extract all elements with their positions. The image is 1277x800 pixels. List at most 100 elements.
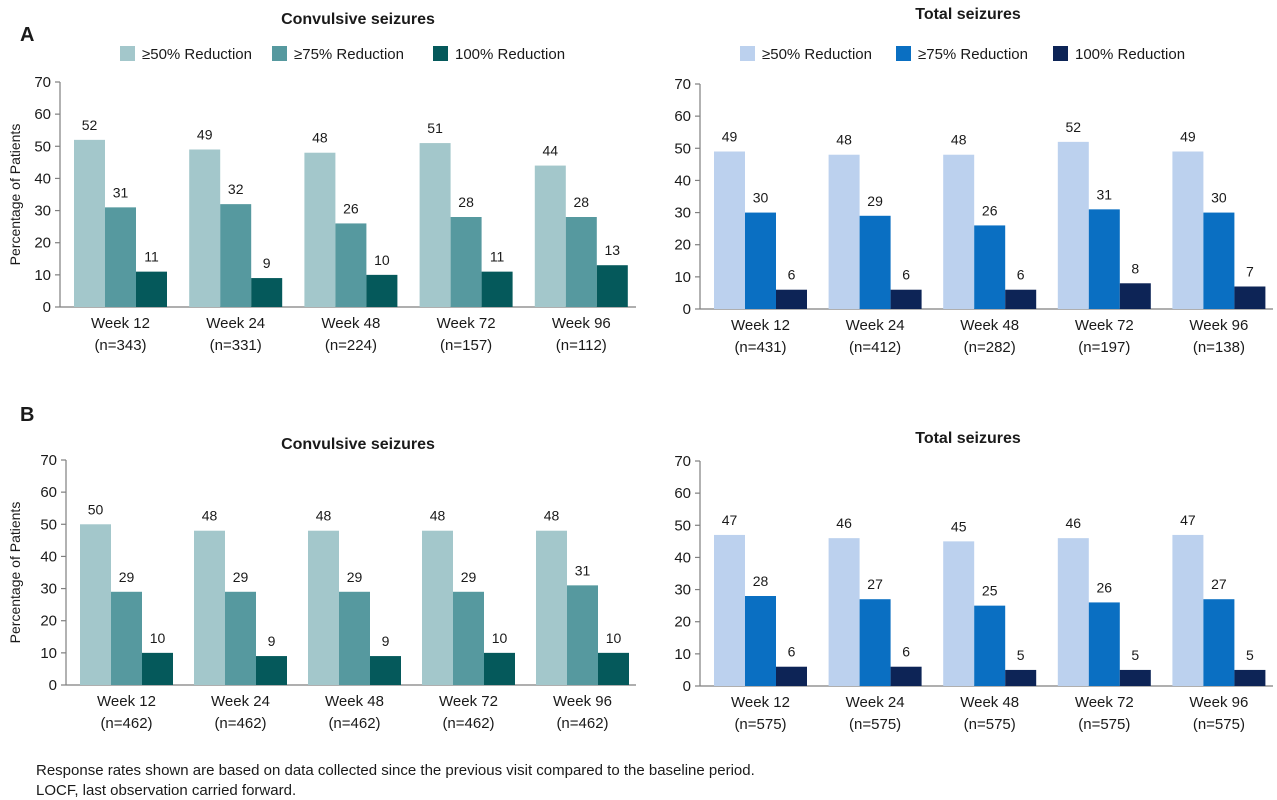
chart2-bar-5-1 <box>1172 151 1204 309</box>
chart1-y-tick-label-10: 10 <box>34 267 51 284</box>
chart2-bar-label-4-2: 31 <box>1097 186 1113 202</box>
chart3-bar-5-2 <box>567 585 598 685</box>
chart3-x-tick-label-2: Week 24 <box>211 693 270 710</box>
chart2-bar-label-5-1: 49 <box>1180 129 1196 145</box>
chart2-bar-label-1-1: 49 <box>722 129 738 145</box>
chart2-legend-label-2: ≥75% Reduction <box>918 46 1028 63</box>
chart1-title: Convulsive seizures <box>281 11 435 28</box>
chart1-x-tick-label-4: Week 72 <box>437 315 496 332</box>
chart2-x-tick-n-4: (n=197) <box>1078 339 1130 356</box>
chart4-bar-4-2 <box>1088 602 1120 686</box>
chart4-bar-4-1 <box>1057 538 1089 686</box>
chart4-bar-1-1 <box>714 534 745 686</box>
chart1-bar-2-3 <box>251 278 283 307</box>
chart1-legend-swatch-2 <box>272 46 287 61</box>
chart1-x-tick-n-5: (n=112) <box>556 337 607 354</box>
chart2-y-tick-label-70: 70 <box>674 76 691 93</box>
chart2-y-tick-label-0: 0 <box>683 301 691 318</box>
chart4-bar-label-1-1: 47 <box>722 512 738 528</box>
chart4-bar-label-4-2: 26 <box>1097 579 1113 595</box>
chart1-bar-5-2 <box>565 217 597 307</box>
chart1-legend-swatch-3 <box>433 46 448 61</box>
chart4-title: Total seizures <box>915 430 1021 447</box>
chart1-bar-label-5-2: 28 <box>574 194 590 210</box>
chart3-bar-label-4-2: 29 <box>461 569 477 585</box>
chart2-bar-3-2 <box>974 225 1006 309</box>
chart2-bar-label-4-1: 52 <box>1066 119 1082 135</box>
chart4-x-tick-n-2: (n=575) <box>849 716 901 733</box>
chart4-bar-label-5-2: 27 <box>1211 576 1227 592</box>
chart4-bar-label-3-1: 45 <box>951 518 967 534</box>
chart2-bar-1-3 <box>776 289 807 309</box>
chart2-bar-2-2 <box>859 215 891 309</box>
chart4-bar-3-1 <box>943 541 975 686</box>
chart4-y-tick-label-50: 50 <box>674 517 691 534</box>
chart4-bar-label-2-1: 46 <box>836 515 852 531</box>
chart3-x-tick-n-2: (n=462) <box>214 715 266 732</box>
chart3-x-tick-label-3: Week 48 <box>325 693 384 710</box>
chart3-bar-4-2 <box>453 591 484 685</box>
chart1-bar-5-1 <box>534 165 566 307</box>
chart3-bar-3-3 <box>370 656 401 685</box>
chart1-bar-2-1 <box>189 149 221 307</box>
chart1-legend-label-3: 100% Reduction <box>455 46 565 63</box>
chart4-y-tick-label-30: 30 <box>674 582 691 599</box>
chart2-bar-label-5-2: 30 <box>1211 190 1227 206</box>
chart2-bar-label-2-3: 6 <box>902 267 910 283</box>
chart2-x-tick-label-2: Week 24 <box>846 317 905 334</box>
chart3-x-tick-n-5: (n=462) <box>556 715 608 732</box>
chart3-bar-4-1 <box>422 530 453 685</box>
chart2-bar-5-2 <box>1203 212 1235 309</box>
chart4-bar-1-2 <box>745 596 776 686</box>
chart1-y-axis-label: Percentage of Patients <box>7 124 23 266</box>
chart4-bar-label-1-2: 28 <box>753 573 769 589</box>
chart1-bar-label-4-2: 28 <box>458 194 474 210</box>
chart2-bar-label-1-3: 6 <box>788 267 796 283</box>
chart2-bar-label-2-2: 29 <box>867 193 883 209</box>
chart2-y-tick-label-40: 40 <box>674 172 691 189</box>
chart4-y-tick-label-60: 60 <box>674 485 691 502</box>
chart1-x-tick-label-1: Week 12 <box>91 315 150 332</box>
chart1-bar-label-2-1: 49 <box>197 127 213 143</box>
chart2-bar-1-1 <box>714 151 745 309</box>
chart2-bar-2-3 <box>890 289 922 309</box>
chart4-bar-5-1 <box>1172 534 1204 686</box>
chart1-y-tick-label-0: 0 <box>43 299 51 316</box>
chart4-bar-label-3-2: 25 <box>982 583 998 599</box>
chart1-bar-4-2 <box>450 217 482 307</box>
chart2-bar-4-3 <box>1119 283 1151 309</box>
chart1-bar-label-3-3: 10 <box>374 252 390 268</box>
chart1-legend-label-2: ≥75% Reduction <box>294 46 404 63</box>
chart1-x-tick-n-1: (n=343) <box>94 337 146 354</box>
chart3-y-tick-label-0: 0 <box>49 677 57 694</box>
chart1-bar-1-2 <box>105 207 136 307</box>
chart2-bar-label-4-3: 8 <box>1131 260 1139 276</box>
chart2-x-tick-n-2: (n=412) <box>849 339 901 356</box>
chart1-bar-3-2 <box>335 223 367 307</box>
chart3-y-axis-label: Percentage of Patients <box>7 502 23 644</box>
chart4-x-tick-label-4: Week 72 <box>1075 694 1134 711</box>
chart3-bar-label-3-3: 9 <box>382 633 390 649</box>
chart4-x-tick-n-4: (n=575) <box>1078 716 1130 733</box>
chart2-bar-3-3 <box>1005 289 1037 309</box>
chart2-y-tick-label-20: 20 <box>674 237 691 254</box>
chart4-y-tick-label-10: 10 <box>674 646 691 663</box>
chart3-bar-label-4-1: 48 <box>430 508 446 524</box>
chart1-bar-1-3 <box>136 271 167 307</box>
chart4-bar-3-2 <box>974 605 1006 686</box>
chart1-bar-label-5-1: 44 <box>543 143 559 159</box>
chart3-bar-2-3 <box>256 656 287 685</box>
chart4-bar-3-3 <box>1005 669 1037 686</box>
chart1-bar-3-3 <box>366 274 398 307</box>
chart4-bar-5-3 <box>1234 669 1266 686</box>
chart1-bar-label-2-3: 9 <box>263 255 271 271</box>
chart4-x-tick-label-2: Week 24 <box>846 694 905 711</box>
chart2-x-tick-n-5: (n=138) <box>1193 339 1245 356</box>
chart3-bar-label-5-1: 48 <box>544 508 560 524</box>
chart2-bar-label-1-2: 30 <box>753 190 769 206</box>
chart3-bar-5-1 <box>536 530 567 685</box>
chart3-bar-label-1-2: 29 <box>119 569 135 585</box>
chart2-bar-5-3 <box>1234 286 1266 309</box>
chart4-y-tick-label-40: 40 <box>674 549 691 566</box>
chart1-bar-1-1 <box>74 139 105 307</box>
